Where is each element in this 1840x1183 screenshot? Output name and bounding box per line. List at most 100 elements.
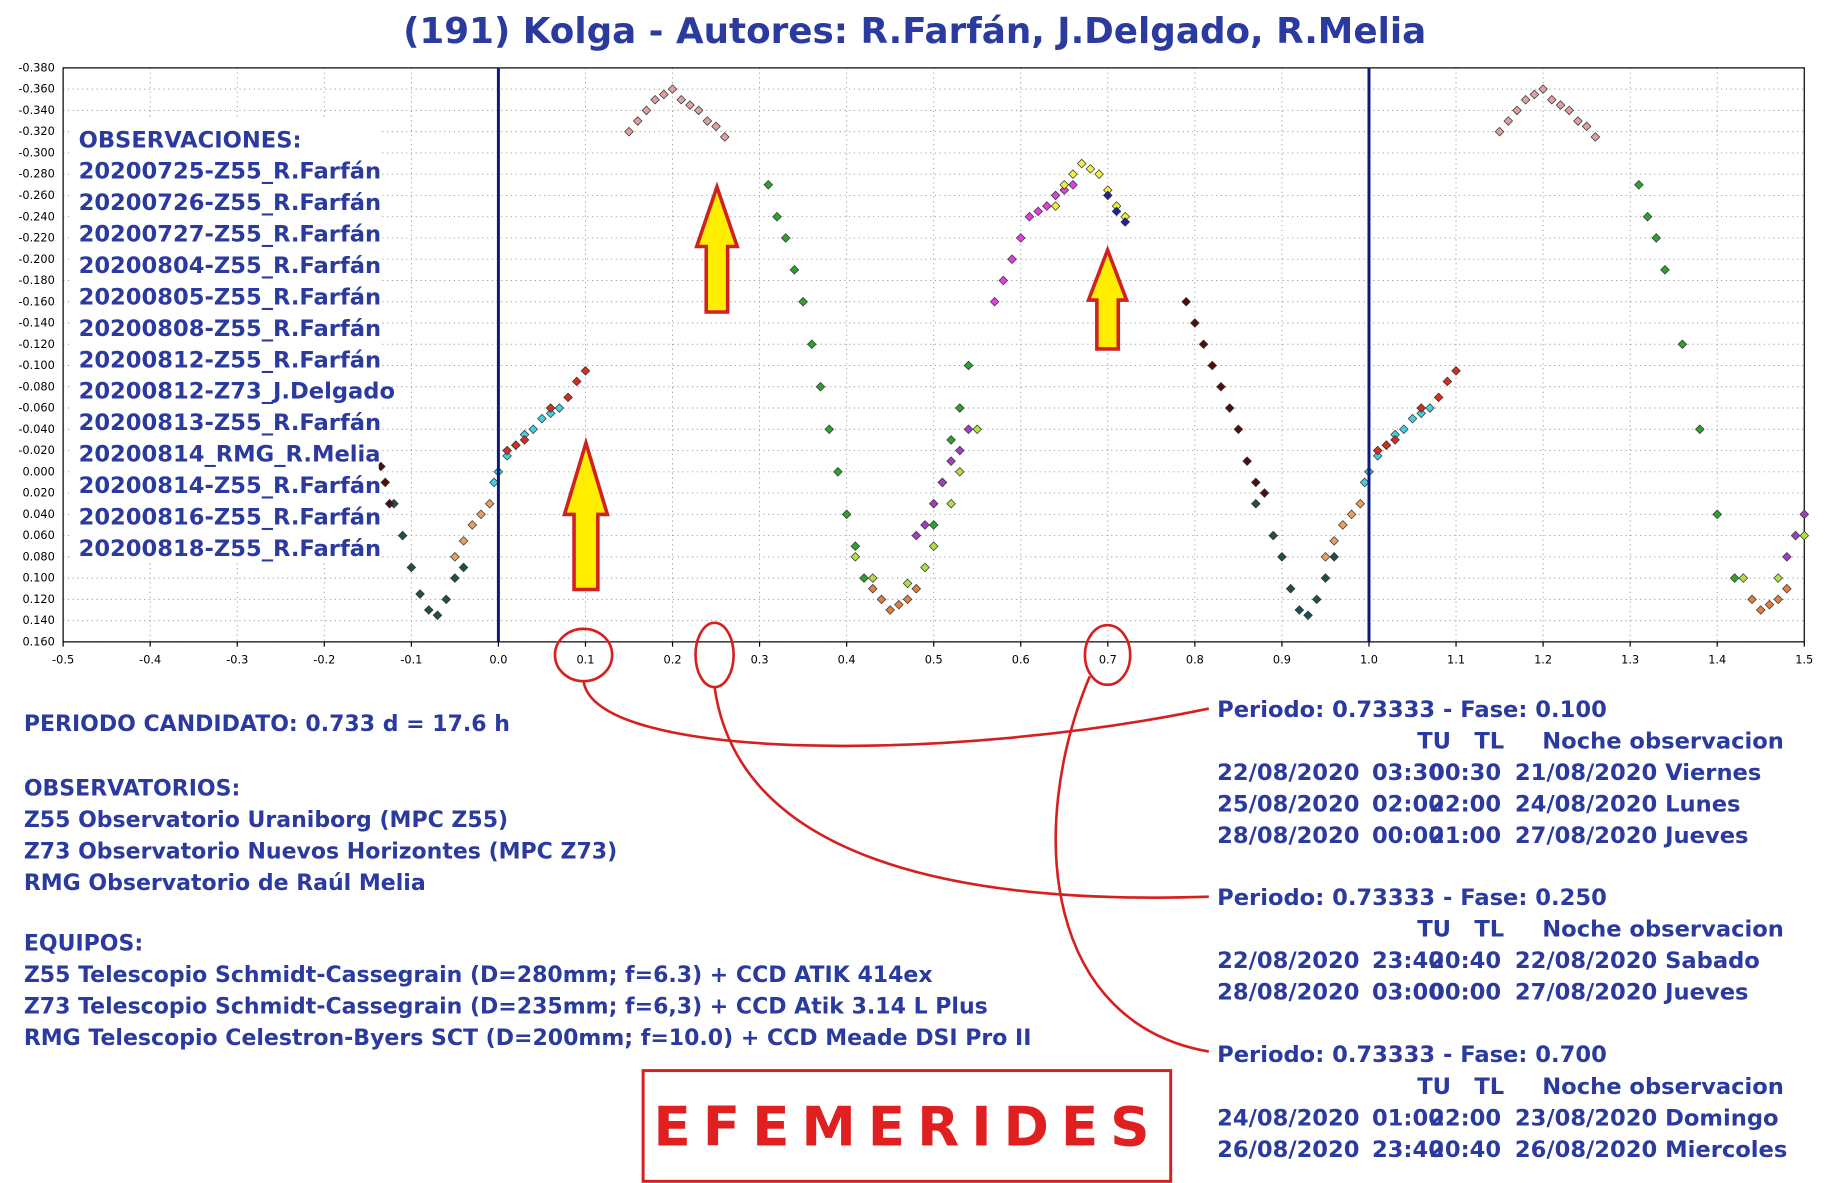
point xyxy=(476,509,486,520)
point xyxy=(928,541,939,551)
point xyxy=(1329,552,1339,562)
ephemeris-cell: 23/08/2020 Domingo xyxy=(1515,1105,1779,1131)
point xyxy=(571,376,582,387)
chart-title: (191) Kolga - Autores: R.Farfán, J.Delga… xyxy=(403,11,1426,52)
y-tick-label: -0.300 xyxy=(18,146,54,159)
point xyxy=(1773,594,1783,605)
point xyxy=(1573,116,1583,126)
point xyxy=(511,440,521,451)
point xyxy=(1407,413,1418,424)
section-title: EQUIPOS: xyxy=(24,931,143,956)
y-tick-label: 0.060 xyxy=(22,529,54,542)
point xyxy=(489,477,499,488)
point xyxy=(972,424,983,435)
x-tick-label: -0.1 xyxy=(400,653,422,666)
y-tick-label: 0.160 xyxy=(22,635,54,648)
point xyxy=(1729,573,1740,583)
x-tick-label: 0.9 xyxy=(1273,653,1291,666)
point xyxy=(650,94,660,105)
legend-item: 20200804-Z55_R.Farfán xyxy=(79,253,382,279)
point xyxy=(1007,254,1017,265)
point xyxy=(780,233,791,243)
ephemeris-cell: 22/08/2020 xyxy=(1217,760,1359,786)
y-tick-label: -0.180 xyxy=(18,274,54,287)
ephemeris-cell: 21/08/2020 Viernes xyxy=(1515,760,1761,786)
point xyxy=(1494,126,1505,137)
x-tick-label: -0.3 xyxy=(226,653,248,666)
point xyxy=(920,520,930,530)
x-tick-label: 0.6 xyxy=(1012,653,1030,666)
point xyxy=(1555,100,1566,110)
point xyxy=(807,339,817,350)
plot-border xyxy=(62,67,1805,643)
point xyxy=(1799,530,1810,541)
point xyxy=(1311,594,1322,605)
point xyxy=(867,573,878,583)
point xyxy=(432,610,443,621)
point xyxy=(545,408,556,419)
point xyxy=(1233,424,1244,435)
y-tick-label: -0.080 xyxy=(18,380,54,393)
x-tick-label: 1.5 xyxy=(1795,653,1813,666)
point xyxy=(963,424,974,435)
legend-item: 20200814_RMG_R.Melia xyxy=(79,442,381,468)
section-line: RMG Telescopio Celestron-Byers SCT (D=20… xyxy=(24,1026,1032,1051)
y-tick-label: -0.040 xyxy=(18,423,54,436)
ephemeris-cell: 27/08/2020 Jueves xyxy=(1515,823,1749,849)
point xyxy=(1050,190,1061,201)
point xyxy=(1764,599,1775,610)
y-tick-label: -0.140 xyxy=(18,317,54,330)
point xyxy=(946,435,956,445)
point xyxy=(1773,573,1783,583)
section-line: Z55 Observatorio Uraniborg (MPC Z55) xyxy=(24,808,508,833)
ephemeris-cell: 22/08/2020 Sabado xyxy=(1515,948,1760,974)
circle xyxy=(1083,623,1132,687)
section-line: Z73 Observatorio Nuevos Horizontes (MPC … xyxy=(24,840,617,865)
point xyxy=(815,381,826,392)
y-tick-label: -0.220 xyxy=(18,232,54,245)
point xyxy=(1799,509,1810,520)
point xyxy=(1329,536,1339,546)
point xyxy=(1015,233,1026,243)
point xyxy=(1251,477,1261,488)
point xyxy=(667,84,678,94)
point xyxy=(1181,296,1191,307)
point xyxy=(850,541,861,551)
ephemeris-cell: 25/08/2020 xyxy=(1217,792,1359,818)
y-tick-label: 0.100 xyxy=(22,572,54,585)
point xyxy=(1782,583,1792,594)
ephemeris-cell: 00:30 xyxy=(1429,760,1501,786)
ephemeris-title: Periodo: 0.73333 - Fase: 0.100 xyxy=(1217,697,1607,723)
point xyxy=(1346,509,1357,520)
y-tick-label: -0.380 xyxy=(18,61,54,74)
point xyxy=(1359,477,1370,488)
point xyxy=(415,589,425,599)
y-tick-label: -0.060 xyxy=(18,402,54,415)
ephemeris-header: TU xyxy=(1417,1074,1451,1100)
point xyxy=(1677,339,1688,350)
point xyxy=(989,296,1000,307)
period-note: PERIODO CANDIDATO: 0.733 d = 17.6 h xyxy=(24,712,510,737)
y-tick-label: -0.160 xyxy=(18,295,54,308)
point xyxy=(763,180,774,190)
point xyxy=(859,573,869,583)
point xyxy=(867,583,878,594)
ephemeris-cell: 03:00 xyxy=(1372,980,1444,1006)
point xyxy=(1503,116,1514,126)
notes: PERIODO CANDIDATO: 0.733 d = 17.6 h OBSER… xyxy=(24,712,1032,1051)
point xyxy=(450,552,460,562)
ephemeris-header: Noche observacion xyxy=(1542,917,1784,943)
section-title: OBSERVATORIOS: xyxy=(24,776,240,801)
x-tick-label: 0.4 xyxy=(838,653,856,666)
point xyxy=(1372,445,1383,456)
point xyxy=(1747,594,1757,605)
point xyxy=(458,536,469,546)
point xyxy=(911,530,922,541)
efemerides-label: EFEMERIDES xyxy=(653,1095,1161,1159)
x-tick-label: -0.4 xyxy=(139,653,161,666)
annotations xyxy=(553,621,1210,1053)
y-tick-label: -0.120 xyxy=(18,338,54,351)
point xyxy=(1355,498,1366,509)
ephemeris-cell: 26/08/2020 xyxy=(1217,1137,1359,1163)
ephemeris-header: Noche observacion xyxy=(1542,728,1784,754)
